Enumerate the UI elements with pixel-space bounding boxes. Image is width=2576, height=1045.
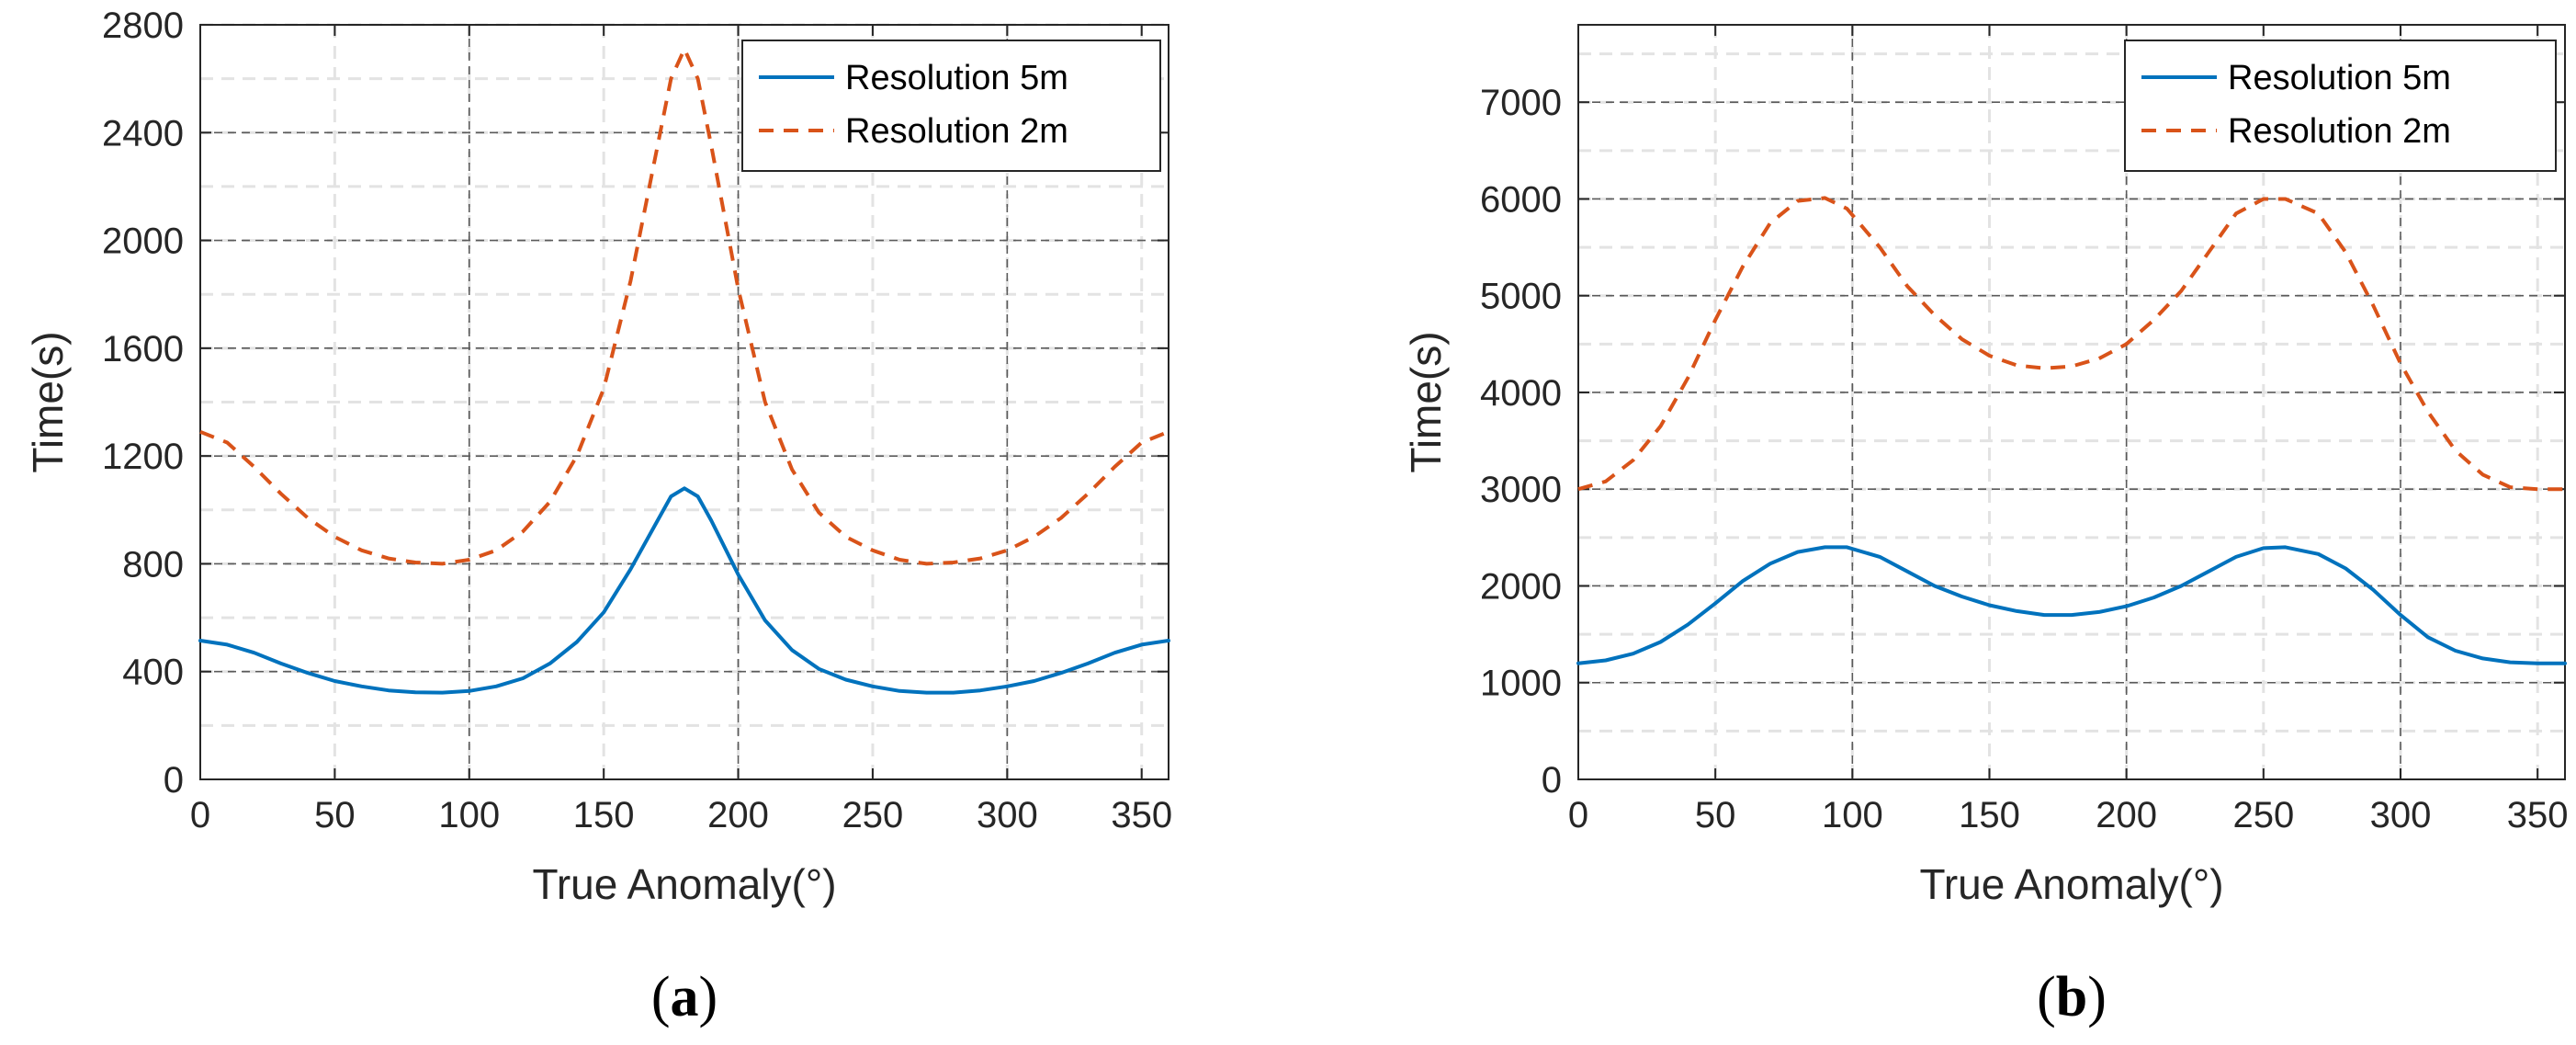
chart-panel-b: 0 50 100 150 200 250 300 350 0 1000 2000 3000 4000 50… [1402,24,2569,1028]
legend: Resolution 5m Resolution 2m [2124,40,2557,172]
y-tick-label: 2800 [102,6,184,46]
x-tick-label: 50 [1695,795,1736,835]
series-line-resolution-5m [198,486,1170,695]
legend-box [741,40,1161,172]
y-tick-label: 400 [122,653,184,693]
series-line-resolution-2m [1577,196,2565,492]
y-axis-title: Time(s) [1402,331,1450,472]
legend-label: Resolution 5m [845,59,1068,97]
y-tick-label: 1600 [102,329,184,369]
x-tick-label: 300 [977,795,1038,835]
y-tick-label: 2000 [1480,566,1562,607]
legend-box [2124,40,2557,172]
axes-box [199,24,1169,780]
legend-label: Resolution 5m [2228,59,2451,97]
legend-label: Resolution 2m [2228,112,2451,151]
panel-label: (b) [2037,966,2107,1028]
y-tick-label: 2400 [102,113,184,153]
legend: Resolution 5m Resolution 2m [741,40,1161,172]
x-tick-label: 50 [314,795,356,835]
y-tick-label: 7000 [1480,83,1562,123]
y-tick-label: 1200 [102,437,184,477]
y-tick-label: 0 [1542,760,1562,801]
y-tick-label: 2000 [102,221,184,262]
series-line-resolution-5m [1576,545,2567,665]
x-tick-label: 350 [2507,795,2569,835]
x-axis-title: True Anomaly(°) [1919,860,2223,908]
panel-label-letter: b [2056,966,2087,1028]
axes-box [1577,24,2566,780]
chart-panel-a: 0 50 100 150 200 250 300 350 0 400 800 1200 1600 2000… [24,6,1172,1028]
x-tick-label: 350 [1111,795,1172,835]
y-tick-label: 800 [122,544,184,585]
x-tick-label: 100 [1822,795,1883,835]
x-tick-label: 200 [2096,795,2157,835]
y-tick-label: 5000 [1480,277,1562,317]
x-tick-label: 200 [707,795,769,835]
panel-label: (a) [651,966,717,1028]
x-tick-label: 150 [573,795,635,835]
x-tick-label: 0 [190,795,210,835]
x-tick-label: 300 [2370,795,2432,835]
x-tick-label: 150 [1959,795,2020,835]
y-tick-label: 4000 [1480,373,1562,414]
x-axis-title: True Anomaly(°) [532,860,836,908]
y-tick-label: 3000 [1480,470,1562,510]
x-tick-label: 250 [842,795,904,835]
x-tick-label: 100 [438,795,500,835]
y-tick-label: 1000 [1480,664,1562,704]
y-axis-title: Time(s) [24,331,72,472]
x-tick-label: 250 [2232,795,2294,835]
legend-label: Resolution 2m [845,112,1068,151]
x-tick-label: 0 [1568,795,1588,835]
y-tick-label: 0 [164,760,184,801]
series-line-resolution-2m [199,47,1169,566]
panel-label-letter: a [671,966,699,1028]
y-tick-label: 6000 [1480,179,1562,220]
